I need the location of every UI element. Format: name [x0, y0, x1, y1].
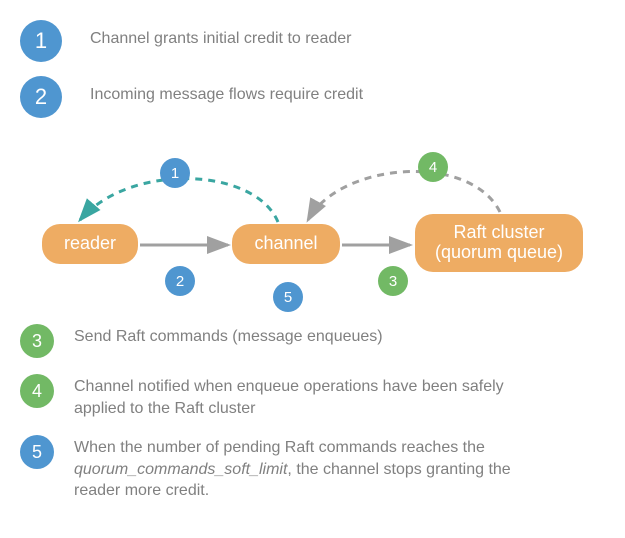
legend-text: Channel grants initial credit to reader — [90, 20, 351, 50]
diagram-badge-4: 4 — [418, 152, 448, 182]
legend-text: Send Raft commands (message enqueues) — [74, 322, 383, 348]
step-badge-5: 5 — [20, 435, 54, 469]
step-badge-2: 2 — [20, 76, 62, 118]
step-badge-1: 1 — [20, 20, 62, 62]
diagram-badge-5: 5 — [273, 282, 303, 312]
legend-row: 5 When the number of pending Raft command… — [20, 433, 605, 502]
legend-row: 2 Incoming message flows require credit — [20, 76, 605, 118]
legend-text: When the number of pending Raft commands… — [74, 433, 554, 502]
step-badge-3: 3 — [20, 324, 54, 358]
node-raft: Raft cluster(quorum queue) — [415, 214, 583, 272]
diagram-badge-1: 1 — [160, 158, 190, 188]
node-channel: channel — [232, 224, 340, 264]
node-reader: reader — [42, 224, 138, 264]
step-badge-4: 4 — [20, 374, 54, 408]
diagram-badge-2: 2 — [165, 266, 195, 296]
legend-text: Incoming message flows require credit — [90, 76, 363, 106]
legend-row: 1 Channel grants initial credit to reader — [20, 20, 605, 62]
legend-row: 4 Channel notified when enqueue operation… — [20, 372, 605, 419]
legend-row: 3 Send Raft commands (message enqueues) — [20, 322, 605, 358]
diagram-badge-3: 3 — [378, 266, 408, 296]
legend-text: Channel notified when enqueue operations… — [74, 372, 554, 419]
flow-diagram: reader channel Raft cluster(quorum queue) 1… — [20, 132, 605, 312]
